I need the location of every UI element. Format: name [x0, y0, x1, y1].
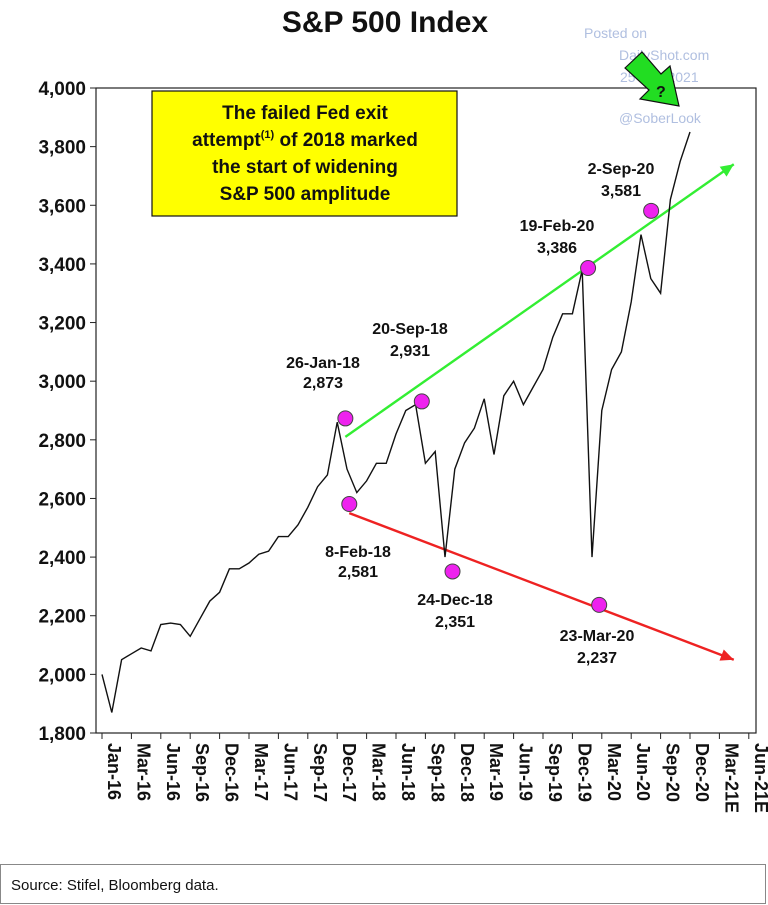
callout-line: S&P 500 amplitude: [220, 184, 391, 205]
x-tick-label: Sep-20: [663, 743, 683, 802]
x-tick-label: Dec-16: [222, 743, 242, 802]
annotation-date: 24-Dec-18: [417, 592, 493, 609]
callout-line: attempt(1) of 2018 marked: [192, 129, 418, 151]
x-axis: Jan-16 Mar-16 Jun-16 Sep-16 Dec-16 Mar-17 Jun-…: [101, 733, 768, 813]
y-tick-label: 3,600: [38, 196, 86, 217]
x-tick-label: Jun-18: [398, 743, 418, 801]
x-tick-label: Jun-16: [163, 743, 183, 801]
x-tick-label: Dec-17: [339, 743, 359, 802]
x-tick-label: Mar-20: [604, 743, 624, 801]
annotation-value: 3,581: [601, 183, 641, 200]
x-tick-label: Jun-20: [633, 743, 653, 801]
y-tick-label: 3,400: [38, 255, 86, 276]
y-tick-label: 2,000: [38, 665, 86, 686]
arrow-icon: ?: [624, 51, 680, 107]
y-tick-label: 2,800: [38, 431, 86, 452]
lower-trend-line: [348, 511, 735, 661]
y-tick-label: 3,200: [38, 314, 86, 335]
annotation-date: 26-Jan-18: [286, 355, 360, 372]
annotation-value: 2,351: [435, 614, 475, 631]
callout-text: attempt: [192, 130, 261, 151]
annotation-value: 2,873: [303, 375, 343, 392]
callout-text: of 2018 marked: [274, 130, 418, 151]
x-tick-label: Jun-21E: [751, 743, 768, 813]
chart-canvas: S&P 500 Index 1,800 2,000 2,200 2,400 2,600 2…: [38, 6, 768, 813]
y-tick-label: 4,000: [38, 79, 86, 100]
x-tick-label: Dec-19: [574, 743, 594, 802]
x-tick-label: Dec-20: [692, 743, 712, 802]
highlight-point: [444, 563, 461, 580]
highlight-point: [643, 202, 660, 219]
trend-lines: [344, 163, 735, 661]
plot-area: [95, 87, 757, 734]
highlight-point: [337, 410, 354, 427]
callout-line: The failed Fed exit: [222, 103, 388, 124]
highlight-point: [341, 496, 358, 513]
x-tick-label: Dec-18: [457, 743, 477, 802]
x-tick-label: Jun-19: [516, 743, 536, 801]
y-axis: 1,800 2,000 2,200 2,400 2,600 2,800 3,000 3,200…: [38, 79, 96, 745]
annotation-value: 2,581: [338, 564, 378, 581]
callout-box: The failed Fed exit attempt(1) of 2018 m…: [151, 90, 458, 217]
y-tick-label: 3,800: [38, 138, 86, 159]
annotation-value: 3,386: [537, 240, 577, 257]
highlight-point: [580, 260, 597, 277]
source-note: Source: Stifel, Bloomberg data.: [0, 864, 766, 904]
arrow-mark: ?: [656, 84, 666, 101]
annotation-date: 20-Sep-18: [372, 321, 448, 338]
highlight-point: [413, 393, 430, 410]
x-tick-label: Sep-19: [545, 743, 565, 802]
x-tick-label: Mar-19: [486, 743, 506, 801]
x-tick-label: Mar-18: [369, 743, 389, 801]
annotation-date: 23-Mar-20: [560, 628, 635, 645]
watermark-posted: Posted on: [584, 25, 647, 41]
x-tick-label: Jan-16: [104, 743, 124, 800]
chart-title: S&P 500 Index: [282, 6, 489, 39]
trend-arrowhead: [719, 164, 734, 177]
annotations: 26-Jan-18 2,873 8-Feb-18 2,581 20-Sep-18…: [286, 161, 654, 667]
highlight-point: [591, 596, 608, 613]
annotation-date: 19-Feb-20: [520, 218, 595, 235]
watermark-handle: @SoberLook: [619, 110, 702, 126]
watermark: Posted on DailyShot.com 25-Jan-2021 @Sob…: [584, 25, 709, 126]
x-tick-label: Mar-17: [251, 743, 271, 801]
x-tick-label: Mar-21E: [721, 743, 741, 813]
y-tick-label: 3,000: [38, 372, 86, 393]
highlight-markers: [337, 202, 660, 613]
annotation-value: 2,237: [577, 650, 617, 667]
x-tick-label: Jun-17: [280, 743, 300, 801]
sp500-series-line: [101, 131, 691, 713]
footnote-marker: (1): [261, 129, 275, 141]
y-tick-label: 2,600: [38, 489, 86, 510]
y-tick-label: 1,800: [38, 724, 86, 745]
callout-line: the start of widening: [212, 157, 398, 178]
callout-background: [151, 90, 458, 217]
x-tick-label: Mar-16: [133, 743, 153, 801]
x-tick-label: Sep-17: [310, 743, 330, 802]
annotation-date: 8-Feb-18: [325, 544, 391, 561]
annotation-date: 2-Sep-20: [588, 161, 655, 178]
x-tick-label: Sep-18: [427, 743, 447, 802]
y-tick-label: 2,400: [38, 548, 86, 569]
x-tick-label: Sep-16: [192, 743, 212, 802]
trend-arrowhead: [719, 649, 734, 661]
y-tick-label: 2,200: [38, 607, 86, 628]
annotation-value: 2,931: [390, 343, 430, 360]
